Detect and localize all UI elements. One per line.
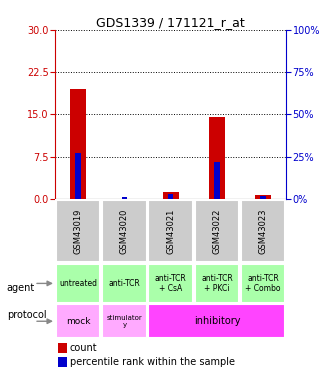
Bar: [149, 264, 193, 303]
Bar: [209, 117, 225, 199]
Bar: [102, 304, 147, 338]
Text: anti-TCR
+ PKCi: anti-TCR + PKCi: [201, 274, 233, 293]
Bar: [149, 200, 193, 262]
Bar: [241, 264, 285, 303]
Text: inhibitory: inhibitory: [194, 316, 240, 326]
Bar: [102, 264, 147, 303]
Text: agent: agent: [7, 283, 35, 293]
Bar: [58, 343, 67, 352]
Bar: [75, 153, 81, 199]
Bar: [56, 200, 100, 262]
Bar: [102, 200, 147, 262]
Text: count: count: [70, 343, 98, 353]
Text: GSM43020: GSM43020: [120, 209, 129, 254]
Text: untreated: untreated: [59, 279, 97, 288]
Text: GSM43023: GSM43023: [259, 208, 268, 254]
Text: anti-TCR
+ CsA: anti-TCR + CsA: [155, 274, 186, 293]
Bar: [70, 89, 86, 199]
Bar: [195, 200, 239, 262]
Bar: [56, 264, 100, 303]
Bar: [214, 162, 220, 199]
Title: GDS1339 / 171121_r_at: GDS1339 / 171121_r_at: [96, 16, 245, 29]
Bar: [241, 200, 285, 262]
Bar: [58, 357, 67, 367]
Bar: [163, 192, 179, 199]
Bar: [255, 195, 271, 199]
Text: percentile rank within the sample: percentile rank within the sample: [70, 357, 235, 368]
Text: GSM43019: GSM43019: [74, 209, 83, 254]
Bar: [122, 197, 127, 199]
Bar: [56, 304, 100, 338]
Text: anti-TCR: anti-TCR: [109, 279, 140, 288]
Text: stimulator
y: stimulator y: [107, 315, 142, 328]
Bar: [195, 264, 239, 303]
Bar: [149, 304, 285, 338]
Text: protocol: protocol: [7, 310, 46, 320]
Text: mock: mock: [66, 317, 90, 326]
Text: anti-TCR
+ Combo: anti-TCR + Combo: [245, 274, 281, 293]
Text: GSM43021: GSM43021: [166, 209, 175, 254]
Bar: [168, 194, 173, 199]
Bar: [260, 195, 266, 199]
Text: GSM43022: GSM43022: [212, 209, 221, 254]
